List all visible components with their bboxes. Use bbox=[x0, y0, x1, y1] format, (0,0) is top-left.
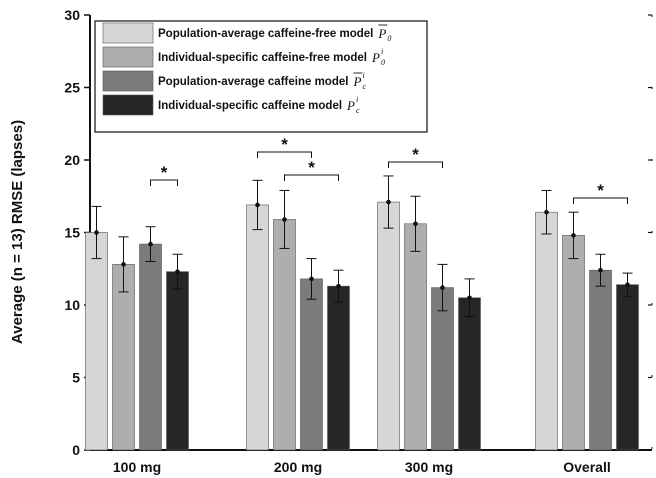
legend-symbol-superscript: i bbox=[356, 95, 358, 104]
y-tick-label: 0 bbox=[72, 442, 80, 458]
significance-star: * bbox=[412, 145, 419, 164]
bar bbox=[166, 271, 189, 451]
legend-label: Population-average caffeine model bbox=[158, 76, 348, 88]
bar bbox=[273, 219, 296, 451]
legend-symbol-subscript: 0 bbox=[387, 34, 391, 43]
x-tick-label: Overall bbox=[563, 459, 610, 475]
legend-label: Population-average caffeine-free model bbox=[158, 28, 373, 40]
mean-point bbox=[544, 209, 549, 215]
legend-symbol-subscript: 0 bbox=[381, 58, 385, 67]
bar bbox=[246, 204, 269, 451]
bar bbox=[139, 243, 162, 451]
bar bbox=[300, 278, 323, 451]
legend-swatch bbox=[102, 22, 154, 44]
mean-point bbox=[94, 230, 99, 235]
bars bbox=[85, 201, 639, 451]
mean-point bbox=[309, 276, 314, 282]
legend-swatch bbox=[102, 70, 154, 92]
legend-symbol-subscript: c bbox=[362, 82, 366, 91]
bar bbox=[404, 223, 427, 451]
y-tick-label: 30 bbox=[64, 7, 80, 23]
mean-point bbox=[413, 221, 418, 227]
legend: Population-average caffeine-free model P 0… bbox=[94, 20, 428, 133]
bar bbox=[377, 201, 400, 451]
x-tick-label: 300 mg bbox=[405, 459, 453, 475]
legend-label: Individual-specific caffeine-free model bbox=[158, 52, 367, 64]
bar bbox=[616, 284, 639, 451]
significance-star: * bbox=[597, 181, 604, 200]
y-tick-label: 10 bbox=[64, 297, 80, 313]
bar bbox=[458, 297, 481, 451]
y-tick-label: 5 bbox=[72, 370, 80, 386]
significance-star: * bbox=[161, 163, 168, 182]
error-bars bbox=[91, 175, 633, 318]
significance-bracket bbox=[257, 151, 312, 158]
mean-point bbox=[386, 199, 391, 205]
legend-symbol: P bbox=[346, 98, 355, 113]
significance-bracket bbox=[573, 197, 628, 204]
mean-point bbox=[571, 233, 576, 238]
bar bbox=[562, 235, 585, 451]
mean-point bbox=[440, 285, 445, 290]
mean-point bbox=[467, 295, 472, 301]
bar bbox=[85, 232, 108, 451]
mean-point bbox=[598, 267, 603, 273]
significance-bracket bbox=[388, 161, 443, 168]
mean-point bbox=[282, 217, 287, 222]
bar bbox=[431, 287, 454, 451]
legend-symbol-superscript: i bbox=[381, 47, 383, 56]
bar bbox=[589, 269, 612, 451]
y-tick-label: 20 bbox=[64, 152, 80, 168]
legend-symbol-superscript: i bbox=[362, 71, 364, 80]
legend-swatch bbox=[102, 46, 154, 68]
mean-point bbox=[625, 282, 630, 288]
bar bbox=[327, 285, 350, 451]
significance-bracket bbox=[150, 179, 178, 186]
legend-symbol: P bbox=[377, 26, 386, 41]
significance-star: * bbox=[281, 135, 288, 154]
mean-point bbox=[148, 241, 153, 247]
mean-point bbox=[255, 202, 260, 208]
legend-symbol-subscript: c bbox=[356, 106, 360, 115]
mean-point bbox=[336, 283, 341, 289]
significance-brackets: * * * * * bbox=[150, 135, 628, 204]
mean-point bbox=[121, 262, 126, 267]
significance-star: * bbox=[308, 158, 315, 177]
mean-point bbox=[175, 269, 180, 274]
y-axis-label: Average (n = 13) RMSE (lapses) bbox=[9, 120, 26, 344]
legend-swatch bbox=[102, 94, 154, 116]
y-tick-label: 15 bbox=[64, 225, 80, 241]
significance-bracket bbox=[284, 174, 339, 181]
legend-symbol: P bbox=[371, 50, 380, 65]
x-tick-label: 100 mg bbox=[113, 459, 161, 475]
y-tick-label: 25 bbox=[64, 80, 80, 96]
legend-symbol: P bbox=[352, 74, 361, 89]
x-tick-label: 200 mg bbox=[274, 459, 322, 475]
legend-label: Individual-specific caffeine model bbox=[158, 100, 342, 112]
bar bbox=[535, 211, 558, 451]
